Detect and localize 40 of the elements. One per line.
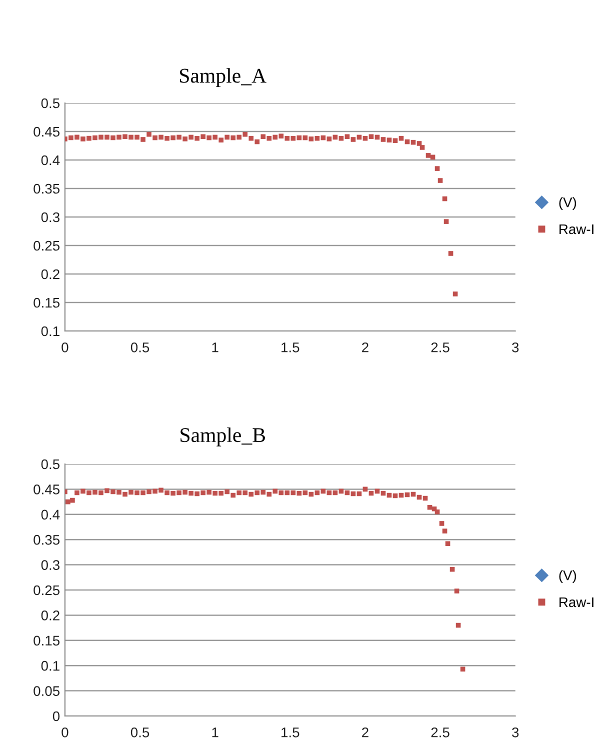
- legend-label: Raw-I: [560, 224, 594, 234]
- x-tick-label: 3: [512, 342, 519, 352]
- y-tick-label: 0.25: [34, 585, 60, 596]
- legend-label: (V): [559, 197, 576, 210]
- y-tick-label: 0.2: [41, 269, 60, 280]
- y-tick-label: 0.2: [41, 610, 60, 620]
- x-tick-label: 2.5: [431, 727, 450, 738]
- x-tick-label: 1: [212, 342, 218, 352]
- x-tick-label: 0: [62, 727, 68, 738]
- y-tick-label: 0.45: [34, 484, 60, 494]
- x-tick-label: 0.5: [130, 342, 150, 352]
- y-tick-label: 0.25: [34, 240, 60, 251]
- x-tick-label: 0: [62, 342, 68, 352]
- y-tick-label: 0.3: [41, 212, 60, 222]
- x-tick-label: 1.5: [282, 342, 300, 352]
- x-tick-label: 1: [212, 728, 218, 738]
- y-tick-label: 0.05: [34, 686, 60, 696]
- x-tick-label: 1.5: [282, 728, 300, 738]
- y-tick-label: 0.5: [41, 98, 60, 108]
- legend-label: (V): [559, 570, 576, 584]
- x-tick-label: 2: [362, 727, 368, 738]
- y-tick-label: 0.35: [34, 184, 60, 194]
- y-tick-label: 0.1: [41, 326, 60, 336]
- x-tick-label: 3: [512, 727, 519, 738]
- y-tick-label: 0.15: [34, 636, 60, 646]
- y-tick-label: 0.15: [34, 298, 60, 308]
- y-tick-label: 0.5: [41, 459, 60, 470]
- x-tick-label: 2: [362, 342, 368, 352]
- y-tick-label: 0: [52, 711, 60, 722]
- legend-label: Raw-I: [560, 597, 594, 608]
- y-tick-label: 0.35: [34, 534, 60, 545]
- x-tick-label: 2.5: [431, 342, 450, 352]
- x-tick-label: 0.5: [130, 727, 150, 738]
- y-tick-label: 0.45: [34, 126, 60, 137]
- chart-title: Sample_A: [180, 68, 266, 88]
- y-tick-label: 0.1: [41, 660, 60, 671]
- y-tick-label: 0.4: [41, 155, 60, 166]
- y-tick-label: 0.3: [41, 560, 60, 570]
- chart-title: Sample_B: [180, 427, 265, 446]
- y-tick-label: 0.4: [41, 510, 60, 520]
